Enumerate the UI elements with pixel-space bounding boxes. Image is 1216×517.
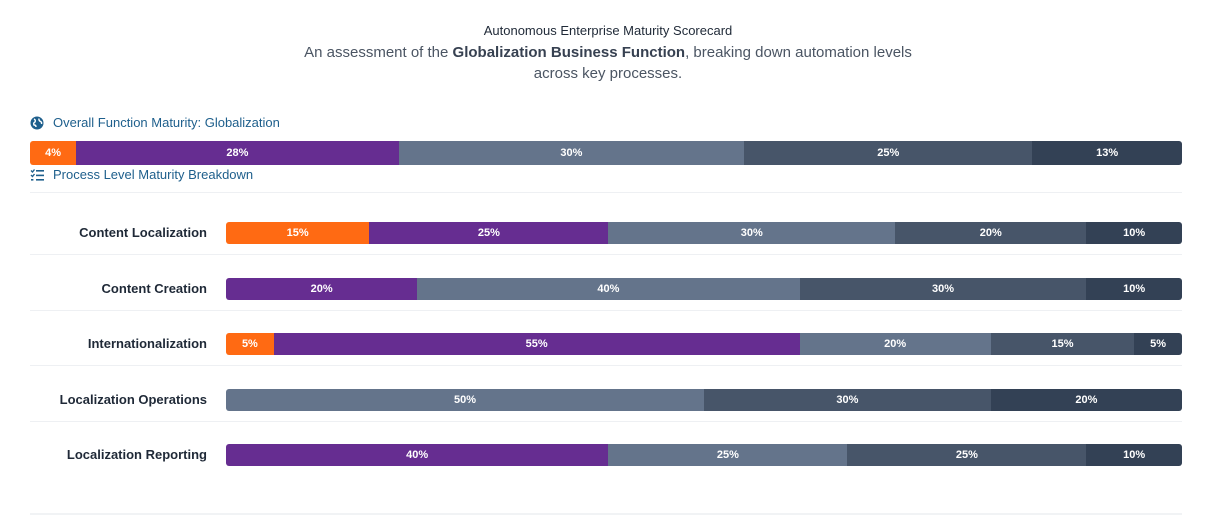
process-segment-level-1: 15%	[226, 222, 370, 244]
overall-segment-level-3: 30%	[398, 141, 745, 165]
process-segment-level-5: 10%	[1086, 278, 1182, 300]
process-maturity-bar: 40% 25% 25% 10%	[226, 444, 1182, 466]
divider	[30, 192, 1182, 193]
breakdown-label-text: Process Level Maturity Breakdown	[53, 167, 254, 182]
header: Autonomous Enterprise Maturity Scorecard…	[0, 22, 1216, 84]
process-segment-level-2: 20%	[226, 278, 418, 300]
segment-value-label: 25%	[477, 227, 500, 239]
process-label: Content Localization	[79, 225, 207, 240]
overall-segment-level-1: 4%	[30, 141, 77, 165]
segment-value-label: 28%	[226, 147, 249, 159]
process-label: Localization Reporting	[66, 447, 207, 462]
process-segment-level-4: 25%	[847, 444, 1087, 466]
process-segment-level-2: 40%	[226, 444, 609, 466]
segment-value-label: 55%	[525, 338, 548, 350]
row-divider	[30, 365, 1182, 366]
segment-value-label: 50%	[453, 394, 477, 406]
process-segment-level-3: 40%	[417, 278, 800, 300]
segment-value-label: 25%	[877, 147, 900, 159]
segment-value-label: 5%	[1150, 338, 1167, 350]
process-maturity-bar: 5% 55% 20% 15% 5%	[226, 333, 1182, 355]
process-segment-level-2: 25%	[369, 222, 609, 244]
process-segment-level-4: 30%	[704, 389, 991, 411]
process-segment-level-3: 20%	[799, 333, 991, 355]
segment-value-label: 20%	[1075, 394, 1098, 406]
subtitle-post: , breaking down automation levels across…	[533, 44, 912, 82]
segment-value-label: 15%	[1051, 338, 1074, 350]
row-divider	[30, 254, 1182, 255]
subtitle-pre: An assessment of the	[304, 44, 453, 61]
segment-value-label: 13%	[1096, 147, 1119, 159]
segment-value-label: 5%	[241, 338, 258, 350]
process-segment-level-4: 15%	[990, 333, 1135, 355]
segment-value-label: 30%	[836, 394, 859, 406]
overall-section-label: Overall Function Maturity: Globalization	[30, 115, 280, 130]
process-segment-level-4: 20%	[895, 222, 1087, 244]
page-title: Autonomous Enterprise Maturity Scorecard	[483, 23, 733, 38]
process-label: Content Creation	[101, 281, 207, 296]
segment-value-label: 15%	[286, 227, 309, 239]
segment-value-label: 10%	[1123, 283, 1146, 295]
segment-value-label: 10%	[1123, 227, 1146, 239]
process-maturity-bar: 20% 40% 30% 10%	[226, 278, 1182, 300]
overall-segment-level-5: 13%	[1032, 141, 1182, 165]
segment-value-label: 20%	[884, 338, 907, 350]
segment-value-label: 30%	[740, 227, 763, 239]
divider	[30, 513, 1182, 515]
segment-value-label: 10%	[1123, 449, 1146, 461]
row-divider	[30, 310, 1182, 311]
overall-maturity-bar: 4% 28% 30% 25% 13%	[30, 141, 1182, 165]
segment-value-label: 4%	[45, 147, 61, 159]
process-segment-level-3: 30%	[608, 222, 896, 244]
breakdown-section-label: Process Level Maturity Breakdown	[30, 167, 253, 182]
segment-value-label: 30%	[560, 147, 583, 159]
segment-value-label: 20%	[310, 283, 333, 295]
segment-value-label: 40%	[406, 449, 429, 461]
process-segment-level-1: 5%	[226, 333, 274, 355]
process-maturity-bar: 50% 30% 20%	[226, 389, 1182, 411]
overall-label-text: Overall Function Maturity: Globalization	[53, 115, 280, 130]
process-segment-level-5: 10%	[1086, 444, 1182, 466]
process-segment-level-3: 25%	[608, 444, 848, 466]
process-segment-level-3: 50%	[226, 389, 704, 411]
page-subtitle: An assessment of the Globalization Busin…	[298, 42, 918, 84]
process-segment-level-5: 20%	[990, 389, 1182, 411]
row-divider	[30, 421, 1182, 422]
list-check-icon	[30, 168, 44, 182]
subtitle-bold: Globalization Business Function	[452, 44, 686, 61]
segment-value-label: 25%	[955, 449, 978, 461]
process-segment-level-4: 30%	[799, 278, 1087, 300]
process-segment-level-5: 5%	[1134, 333, 1182, 355]
segment-value-label: 30%	[931, 283, 954, 295]
process-label: Internationalization	[87, 336, 207, 351]
process-segment-level-5: 10%	[1086, 222, 1182, 244]
process-maturity-bar: 15% 25% 30% 20% 10%	[226, 222, 1182, 244]
overall-segment-level-4: 25%	[744, 141, 1033, 165]
segment-value-label: 25%	[716, 449, 739, 461]
process-segment-level-2: 55%	[273, 333, 800, 355]
globe-icon	[30, 116, 44, 130]
segment-value-label: 20%	[979, 227, 1002, 239]
overall-segment-level-2: 28%	[76, 141, 399, 165]
process-label: Localization Operations	[59, 392, 207, 407]
segment-value-label: 40%	[597, 283, 620, 295]
